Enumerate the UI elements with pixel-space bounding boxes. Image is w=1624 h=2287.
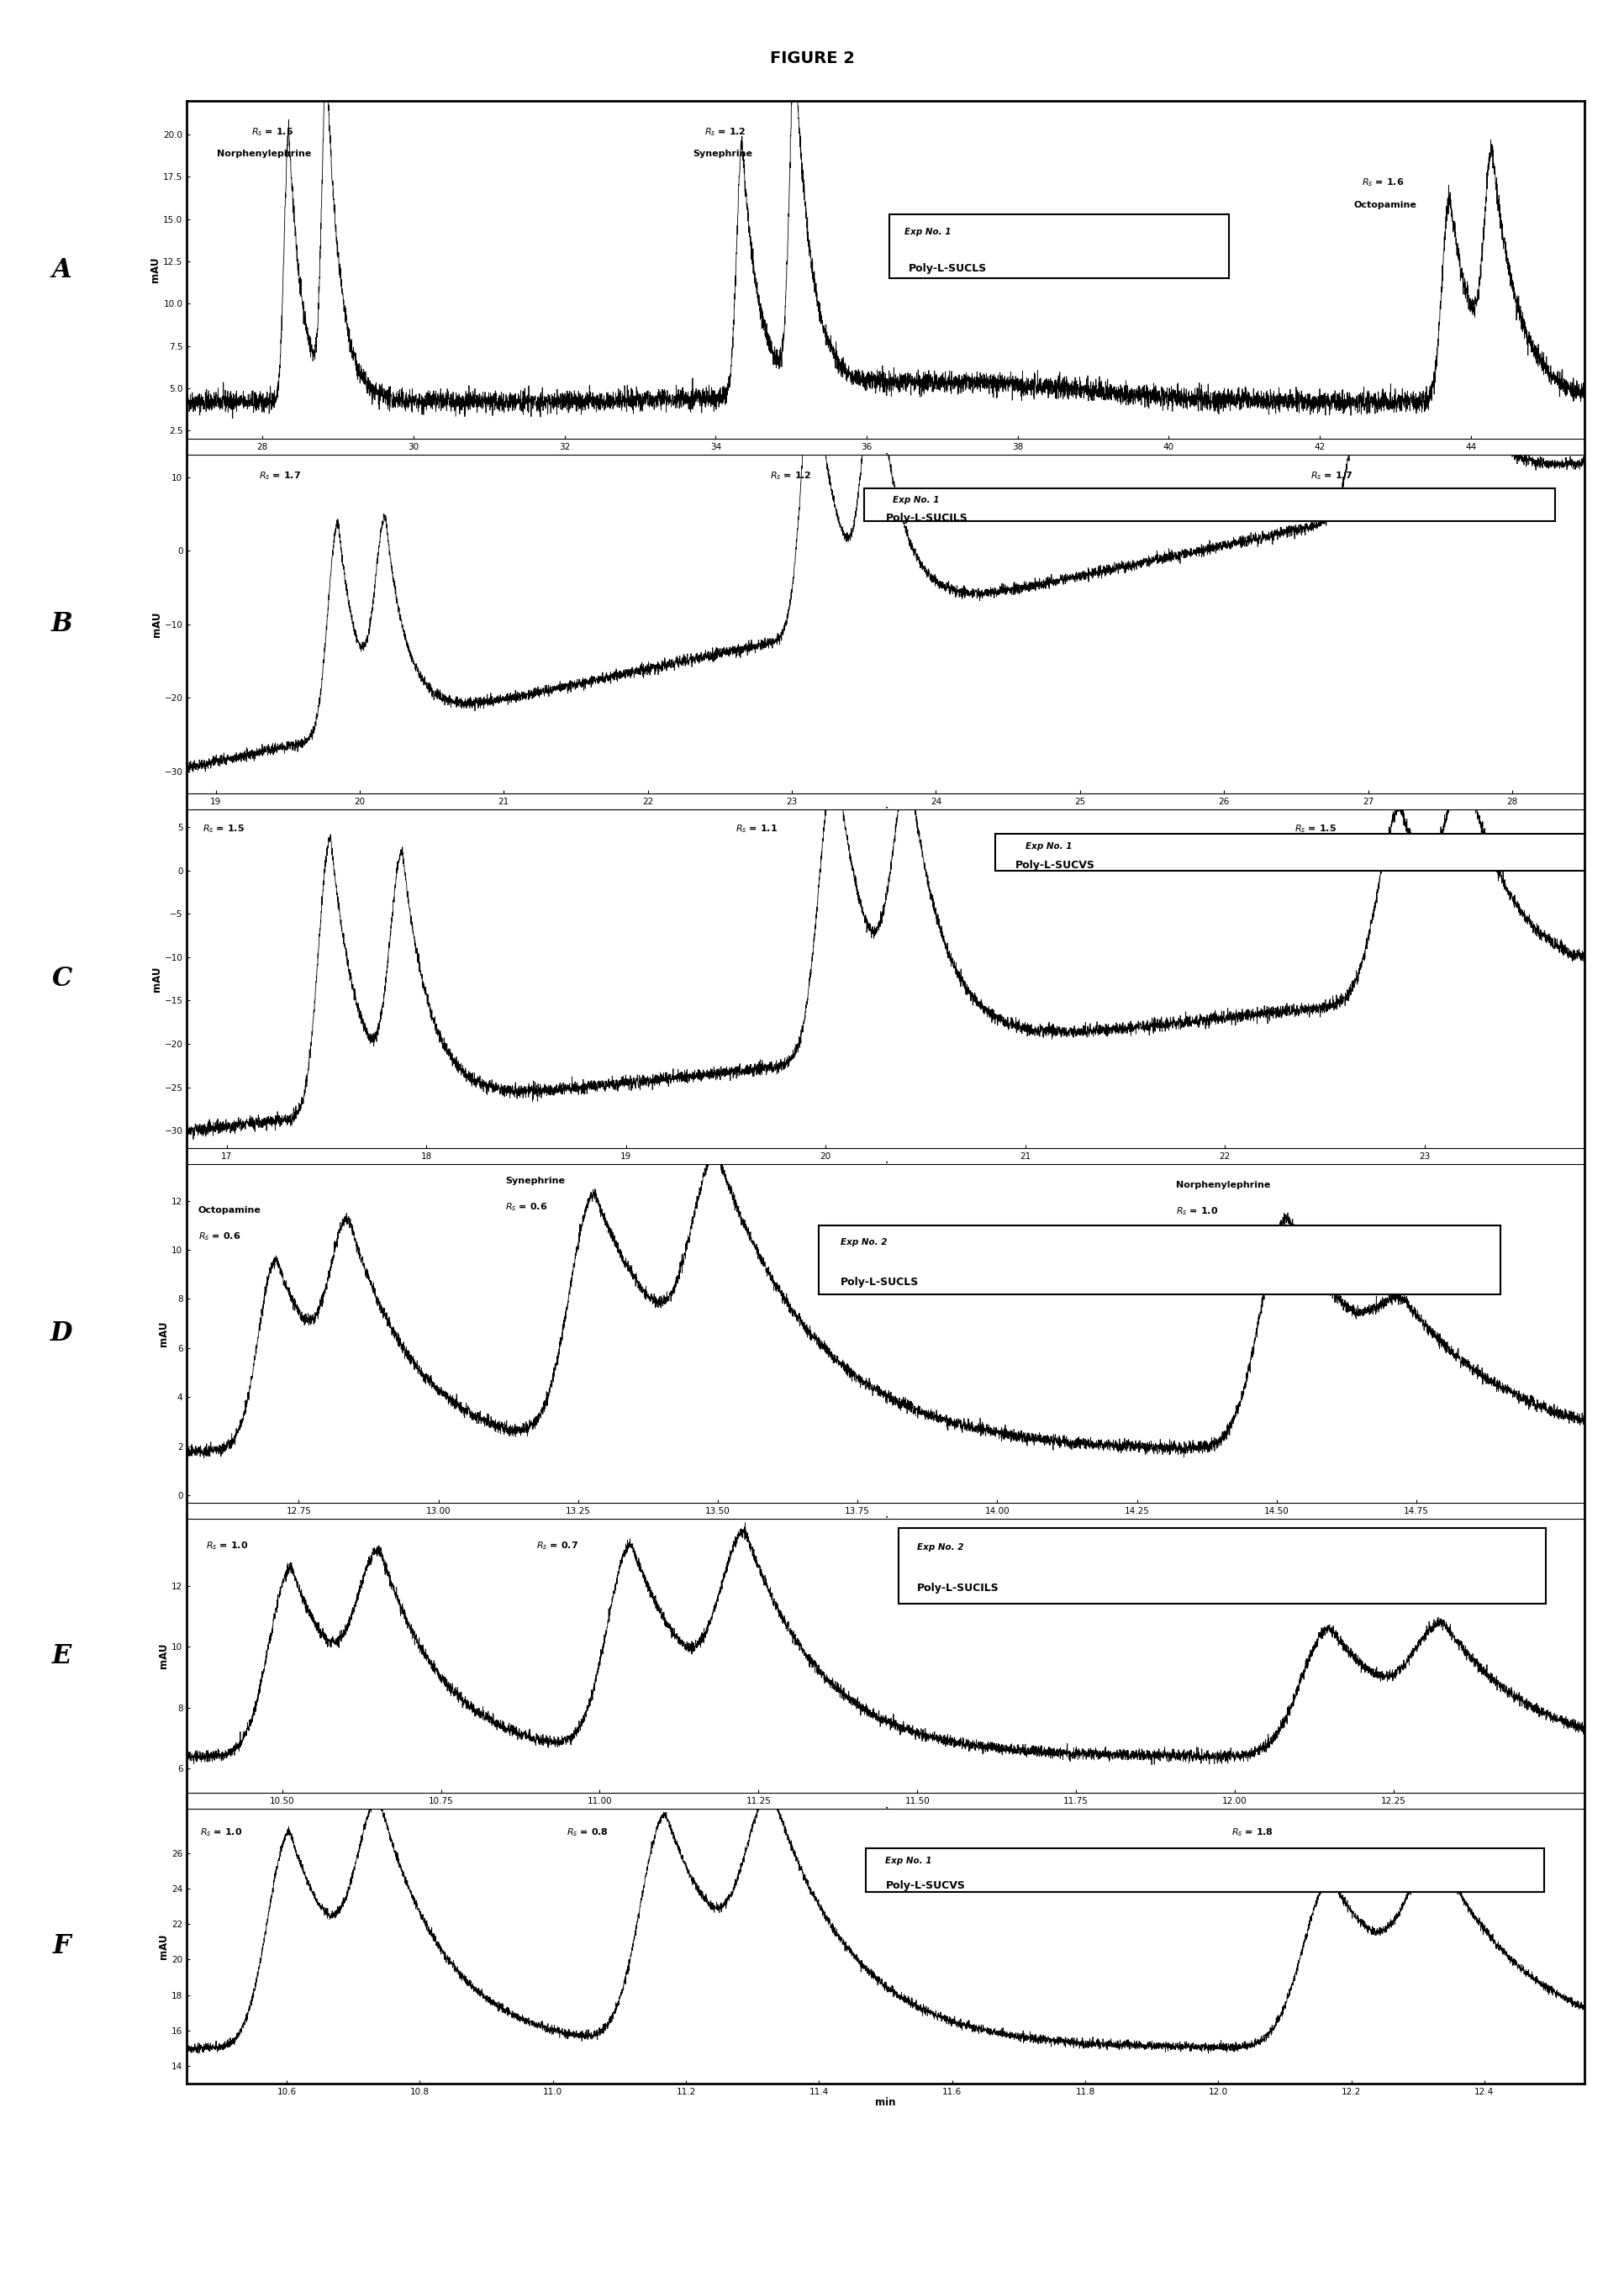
Text: Norphenylephrine: Norphenylephrine bbox=[1176, 1182, 1270, 1189]
Text: Exp No. 1: Exp No. 1 bbox=[892, 496, 939, 503]
Y-axis label: mAU: mAU bbox=[151, 965, 162, 993]
X-axis label: min: min bbox=[875, 1516, 895, 1528]
Text: $R_s$ = 0.6: $R_s$ = 0.6 bbox=[198, 1230, 240, 1242]
Text: Poly-L-SUCILS: Poly-L-SUCILS bbox=[918, 1583, 999, 1594]
Text: $R_s$ = 1.1: $R_s$ = 1.1 bbox=[736, 823, 778, 835]
X-axis label: min: min bbox=[875, 1807, 895, 1818]
Text: $R_s$ = 1.0: $R_s$ = 1.0 bbox=[1176, 1205, 1218, 1217]
FancyBboxPatch shape bbox=[898, 1528, 1546, 1603]
Text: $R_s$ = 1.2: $R_s$ = 1.2 bbox=[770, 469, 812, 483]
X-axis label: min: min bbox=[875, 807, 895, 819]
Text: Octopamine: Octopamine bbox=[1353, 201, 1416, 208]
FancyBboxPatch shape bbox=[864, 487, 1554, 521]
Text: $R_s$ = 1.2: $R_s$ = 1.2 bbox=[703, 126, 745, 137]
Text: C: C bbox=[52, 965, 71, 993]
Text: A: A bbox=[52, 256, 71, 284]
Text: $R_s$ = 1.7: $R_s$ = 1.7 bbox=[1311, 469, 1351, 483]
Text: Exp No. 1: Exp No. 1 bbox=[885, 1857, 932, 1866]
Text: Poly-L-SUCVS: Poly-L-SUCVS bbox=[1015, 860, 1095, 871]
X-axis label: min: min bbox=[875, 453, 895, 464]
Text: Exp No. 1: Exp No. 1 bbox=[1025, 842, 1072, 851]
Text: Poly-L-SUCLS: Poly-L-SUCLS bbox=[840, 1276, 919, 1288]
FancyBboxPatch shape bbox=[866, 1848, 1543, 1891]
Text: $R_s$ = 1.5: $R_s$ = 1.5 bbox=[203, 823, 245, 835]
X-axis label: min: min bbox=[875, 1162, 895, 1173]
Y-axis label: mAU: mAU bbox=[158, 1933, 169, 1960]
X-axis label: min: min bbox=[875, 2097, 895, 2109]
FancyBboxPatch shape bbox=[996, 835, 1593, 871]
Text: Poly-L-SUCLS: Poly-L-SUCLS bbox=[908, 263, 986, 274]
Text: $R_s$ = 0.6: $R_s$ = 0.6 bbox=[505, 1201, 547, 1212]
Text: Octopamine: Octopamine bbox=[198, 1205, 261, 1214]
Y-axis label: mAU: mAU bbox=[158, 1320, 169, 1347]
Text: $R_s$ = 1.5: $R_s$ = 1.5 bbox=[252, 126, 292, 137]
Y-axis label: mAU: mAU bbox=[151, 611, 162, 638]
Text: $R_s$ = 1.8: $R_s$ = 1.8 bbox=[1231, 1827, 1273, 1839]
Text: Exp No. 2: Exp No. 2 bbox=[840, 1237, 887, 1246]
Text: Synephrine: Synephrine bbox=[692, 149, 752, 158]
Y-axis label: mAU: mAU bbox=[149, 256, 161, 284]
Text: $R_s$ = 1.5: $R_s$ = 1.5 bbox=[1294, 823, 1337, 835]
Text: Poly-L-SUCVS: Poly-L-SUCVS bbox=[885, 1880, 965, 1891]
Text: $R_s$ = 0.7: $R_s$ = 0.7 bbox=[536, 1539, 578, 1551]
Text: $R_s$ = 1.0: $R_s$ = 1.0 bbox=[200, 1827, 242, 1839]
Text: $R_s$ = 1.0: $R_s$ = 1.0 bbox=[206, 1539, 248, 1551]
Text: B: B bbox=[50, 611, 73, 638]
Text: Norphenylephrine: Norphenylephrine bbox=[218, 149, 312, 158]
Text: Synephrine: Synephrine bbox=[505, 1176, 565, 1185]
Text: D: D bbox=[50, 1320, 73, 1347]
Text: $R_s$ = 1.6: $R_s$ = 1.6 bbox=[1361, 176, 1403, 188]
Text: Poly-L-SUCILS: Poly-L-SUCILS bbox=[885, 512, 968, 524]
Text: $R_s$ = 0.8: $R_s$ = 0.8 bbox=[565, 1827, 607, 1839]
Text: Exp No. 1: Exp No. 1 bbox=[905, 229, 950, 236]
Text: Exp No. 2: Exp No. 2 bbox=[918, 1544, 963, 1551]
Text: $R_s$ = 1.5: $R_s$ = 1.5 bbox=[1247, 1539, 1289, 1551]
Text: F: F bbox=[52, 1933, 71, 1960]
FancyBboxPatch shape bbox=[888, 215, 1229, 279]
Y-axis label: mAU: mAU bbox=[158, 1642, 169, 1670]
Text: FIGURE 2: FIGURE 2 bbox=[770, 50, 854, 66]
FancyBboxPatch shape bbox=[818, 1226, 1499, 1294]
Text: $R_s$ = 1.7: $R_s$ = 1.7 bbox=[258, 469, 300, 483]
Text: E: E bbox=[52, 1642, 71, 1670]
